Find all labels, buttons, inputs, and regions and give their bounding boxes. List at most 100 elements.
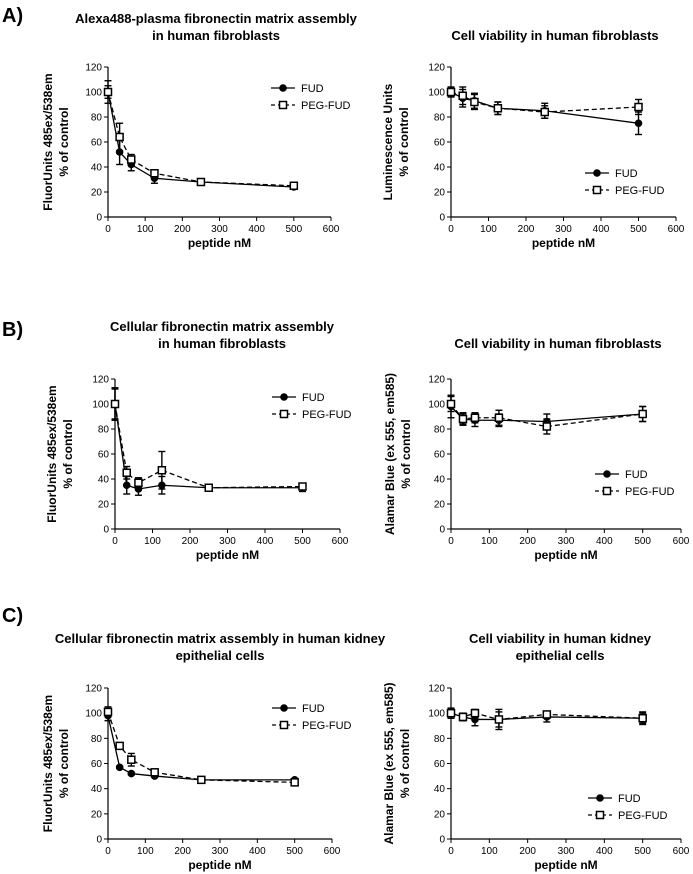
x-tick-label: 0 (448, 846, 454, 857)
y-tick-label: 20 (434, 500, 446, 511)
x-tick-label: 500 (285, 224, 302, 235)
x-tick-label: 600 (673, 536, 690, 547)
y-tick-label: 60 (434, 759, 446, 770)
x-tick-label: 300 (212, 846, 229, 857)
chart-title-line: Cellular fibronectin matrix assembly (110, 319, 335, 334)
x-tick-label: 0 (105, 224, 111, 235)
data-point (122, 468, 131, 477)
chart-title-line: Cell viability in human fibroblasts (451, 28, 658, 43)
legend-label: FUD (302, 392, 325, 404)
legend: FUD PEG-FUD (272, 703, 352, 732)
y-tick-label: 120 (85, 63, 102, 74)
x-axis-label: peptide nM (188, 858, 251, 872)
y-tick-label: 80 (98, 425, 110, 436)
data-point (638, 713, 647, 723)
y-tick-label: 0 (96, 213, 102, 224)
y-tick-label: 0 (439, 525, 445, 536)
data-point (446, 399, 456, 409)
legend-label: PEG-FUD (301, 100, 351, 112)
chart-title-line: Cell viability in human kidney (469, 631, 652, 646)
y-tick-label: 60 (434, 138, 446, 149)
data-point (494, 413, 504, 422)
series-fud (104, 80, 298, 191)
y-axis-label: % of control (57, 729, 71, 798)
data-point (634, 102, 643, 112)
y-tick-label: 40 (91, 163, 103, 174)
legend-marker (279, 409, 289, 419)
legend-label: FUD (302, 703, 325, 715)
series-peg-fud (446, 86, 643, 119)
legend-marker (595, 810, 605, 820)
data-point (197, 775, 206, 785)
data-point (458, 414, 468, 424)
y-tick-label: 20 (434, 188, 446, 199)
y-tick-label: 80 (91, 113, 103, 124)
legend-label: PEG-FUD (302, 720, 352, 732)
x-tick-label: 200 (519, 536, 536, 547)
chart-title-line: epithelial cells (516, 648, 605, 663)
x-tick-label: 100 (137, 224, 154, 235)
y-tick-label: 40 (434, 784, 446, 795)
x-tick-label: 100 (137, 846, 154, 857)
y-tick-label: 60 (434, 450, 446, 461)
y-tick-label: 0 (103, 525, 109, 536)
legend: FUD PEG-FUD (588, 793, 668, 822)
x-tick-label: 300 (219, 536, 236, 547)
y-tick-label: 20 (98, 500, 110, 511)
y-axis-label: FluorUnits 485ex/538em (41, 695, 55, 832)
x-tick-label: 200 (182, 536, 199, 547)
y-tick-label: 20 (91, 809, 103, 820)
data-point (115, 132, 124, 142)
legend-marker (592, 185, 602, 195)
x-tick-label: 400 (249, 846, 266, 857)
x-tick-label: 400 (248, 224, 265, 235)
legend-label: PEG-FUD (625, 486, 675, 498)
x-tick-label: 0 (448, 536, 454, 547)
y-tick-label: 0 (439, 835, 445, 846)
data-point (126, 155, 136, 164)
legend-label: PEG-FUD (618, 810, 668, 822)
data-point (542, 422, 552, 431)
series-line (114, 403, 303, 489)
x-tick-label: 600 (332, 536, 349, 547)
data-point (542, 710, 552, 719)
panel-label-a: A) (2, 5, 23, 27)
data-point (493, 104, 503, 113)
series-line (107, 711, 295, 784)
y-tick-label: 20 (434, 809, 446, 820)
y-tick-label: 120 (428, 63, 445, 74)
y-tick-label: 120 (428, 684, 445, 695)
y-tick-label: 0 (96, 835, 102, 846)
x-tick-label: 500 (630, 224, 647, 235)
legend: FUD PEG-FUD (271, 83, 351, 112)
x-tick-label: 500 (634, 846, 651, 857)
data-point (115, 763, 124, 772)
y-tick-label: 120 (92, 375, 109, 386)
legend: FUD PEG-FUD (595, 469, 675, 498)
y-tick-label: 120 (85, 684, 102, 695)
x-tick-label: 600 (668, 224, 685, 235)
series-line (107, 715, 295, 781)
data-point (127, 769, 136, 778)
y-tick-label: 100 (85, 709, 102, 720)
data-point (446, 708, 456, 718)
x-axis-label: peptide nM (532, 236, 595, 250)
y-tick-label: 80 (434, 734, 446, 745)
y-axis-label: Luminescence Units (381, 83, 395, 200)
x-tick-label: 200 (174, 846, 191, 857)
data-point (540, 107, 549, 117)
legend-marker (280, 704, 288, 712)
legend-label: PEG-FUD (302, 409, 352, 421)
x-tick-label: 600 (324, 846, 341, 857)
y-tick-label: 100 (85, 88, 102, 99)
y-axis-label: Alamar Blue (ex 555, em585) (383, 373, 397, 535)
chart-title-line: Cell viability in human fibroblasts (454, 336, 661, 351)
legend-marker (280, 393, 288, 401)
y-tick-label: 40 (434, 163, 446, 174)
data-point (289, 181, 299, 190)
legend-marker (279, 84, 287, 92)
x-tick-label: 100 (481, 846, 498, 857)
chart-1: Alexa488-plasma fibronectin matrix assem… (41, 11, 358, 250)
y-tick-label: 40 (98, 475, 110, 486)
